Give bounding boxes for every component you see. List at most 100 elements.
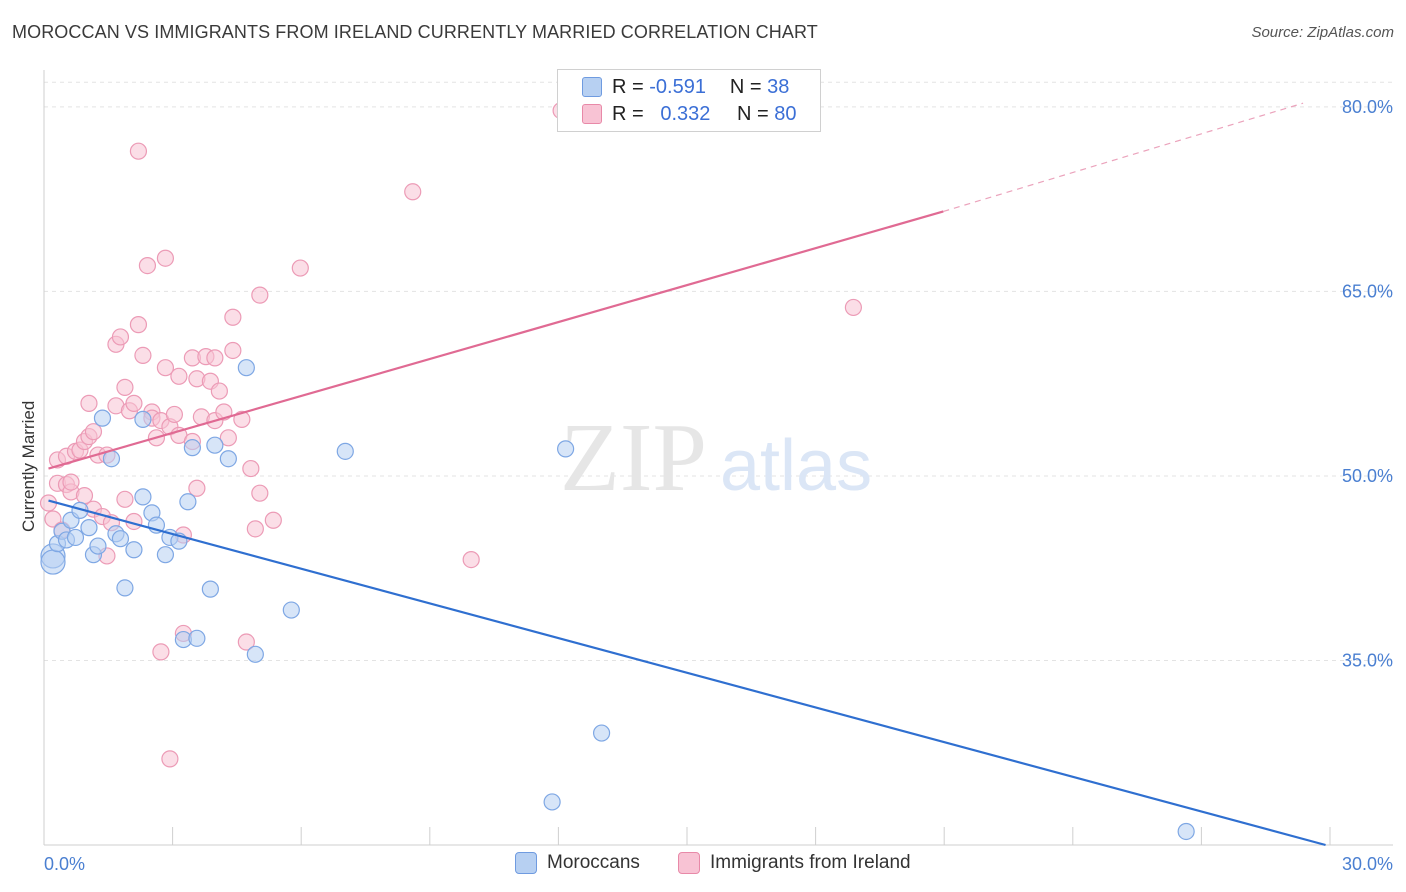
ireland-point (116, 378, 134, 396)
moroccan-point (116, 579, 134, 597)
ireland-point (242, 459, 260, 478)
y-axis-label: Currently Married (19, 401, 38, 532)
ireland-point (246, 520, 264, 538)
moroccan-point (543, 793, 561, 811)
moroccan-point (188, 629, 206, 647)
y-tick-label: 80.0% (1342, 97, 1393, 117)
ireland-point (129, 142, 148, 160)
legend-row-ireland: R = 0.332 N = 80 (582, 102, 797, 126)
ireland-point (224, 341, 242, 360)
ireland-trend-extension (943, 102, 1304, 213)
ireland-legend-swatch (678, 852, 700, 874)
ireland-point (156, 359, 175, 377)
axes (43, 70, 1393, 846)
moroccan-point (237, 359, 255, 377)
legend-item-moroccans[interactable]: Moroccans (515, 852, 640, 874)
ireland-point (219, 429, 237, 447)
x-tick-label: 0.0% (44, 854, 85, 874)
ireland-legend-label: Immigrants from Ireland (710, 852, 911, 873)
moroccan-point (219, 450, 237, 468)
ireland-point (125, 394, 143, 412)
ireland-n-value: 80 (774, 102, 797, 125)
ireland-point (404, 183, 422, 201)
moroccan-point (40, 549, 66, 575)
moroccan-point (179, 493, 197, 511)
trend-lines (48, 102, 1326, 847)
watermark-zip: ZIP (560, 404, 707, 512)
r-label: R = (612, 102, 644, 125)
ireland-point (237, 633, 255, 651)
y-tick-label: 35.0% (1342, 650, 1393, 670)
moroccans-trend-line (48, 499, 1326, 847)
moroccans-swatch (582, 77, 602, 97)
n-label: N = (729, 75, 762, 98)
ireland-point (165, 405, 184, 424)
x-tick-label: 30.0% (1342, 854, 1393, 874)
ireland-point (210, 382, 228, 400)
ireland-point (251, 286, 269, 304)
moroccan-point (557, 440, 575, 458)
ireland-point (44, 510, 62, 528)
moroccans-legend-label: Moroccans (547, 852, 640, 873)
moroccan-point (134, 488, 152, 506)
ireland-point (111, 328, 130, 346)
source-label: Source: ZipAtlas.com (1251, 24, 1394, 41)
ireland-points (39, 101, 863, 768)
moroccan-point (134, 410, 152, 428)
moroccan-point (93, 409, 112, 427)
ireland-point (134, 346, 152, 364)
moroccan-point (80, 519, 98, 537)
legend-row-moroccans: R = -0.591 N = 38 (582, 75, 789, 99)
moroccan-point (201, 580, 219, 598)
ireland-point (844, 298, 863, 317)
series-legend: Moroccans Immigrants from Ireland (0, 852, 1406, 878)
ireland-point (291, 259, 309, 277)
moroccan-point (183, 439, 201, 457)
ireland-point (264, 511, 282, 529)
ireland-point (462, 551, 480, 569)
ireland-point (170, 367, 188, 385)
chart-title: MOROCCAN VS IMMIGRANTS FROM IRELAND CURR… (12, 22, 818, 42)
n-label: N = (737, 102, 769, 125)
moroccan-points (40, 359, 1195, 841)
watermark-atlas: atlas (720, 426, 872, 506)
moroccans-legend-swatch (515, 852, 537, 874)
moroccans-n-value: 38 (767, 75, 790, 98)
legend-item-ireland[interactable]: Immigrants from Ireland (678, 852, 911, 874)
moroccan-point (206, 436, 224, 454)
ireland-point (75, 487, 94, 505)
ireland-point (152, 643, 170, 661)
ireland-r-value: 0.332 (660, 102, 711, 125)
ireland-point (129, 316, 148, 334)
ireland-point (161, 750, 179, 768)
ireland-point (138, 256, 157, 275)
ireland-point (224, 308, 242, 326)
ireland-point (156, 249, 175, 267)
y-tick-label: 50.0% (1342, 466, 1393, 486)
moroccan-point (125, 541, 143, 559)
ireland-swatch (582, 104, 602, 124)
tick-labels: 35.0% 50.0% 65.0% 80.0% 0.0% 30.0% (44, 97, 1393, 874)
moroccan-point (156, 546, 175, 564)
moroccan-point (1177, 822, 1195, 841)
ireland-point (206, 349, 224, 367)
moroccan-point (246, 645, 264, 663)
moroccans-r-value: -0.591 (649, 75, 706, 98)
moroccan-point (66, 528, 85, 547)
moroccan-point (111, 530, 130, 548)
stats-legend: R = -0.591 N = 38 R = 0.332 N = 80 (557, 69, 821, 132)
ireland-point (84, 423, 103, 441)
moroccan-point (592, 724, 611, 742)
r-label: R = (612, 75, 644, 98)
ireland-trend-line (48, 210, 944, 470)
ireland-point (251, 484, 269, 502)
ireland-point (62, 473, 80, 491)
ireland-point (116, 490, 134, 508)
ireland-point (80, 394, 98, 412)
y-tick-label: 65.0% (1342, 281, 1393, 301)
moroccan-point (89, 537, 107, 555)
ireland-point (188, 479, 206, 497)
moroccan-point (282, 601, 300, 619)
moroccan-point (336, 442, 354, 460)
